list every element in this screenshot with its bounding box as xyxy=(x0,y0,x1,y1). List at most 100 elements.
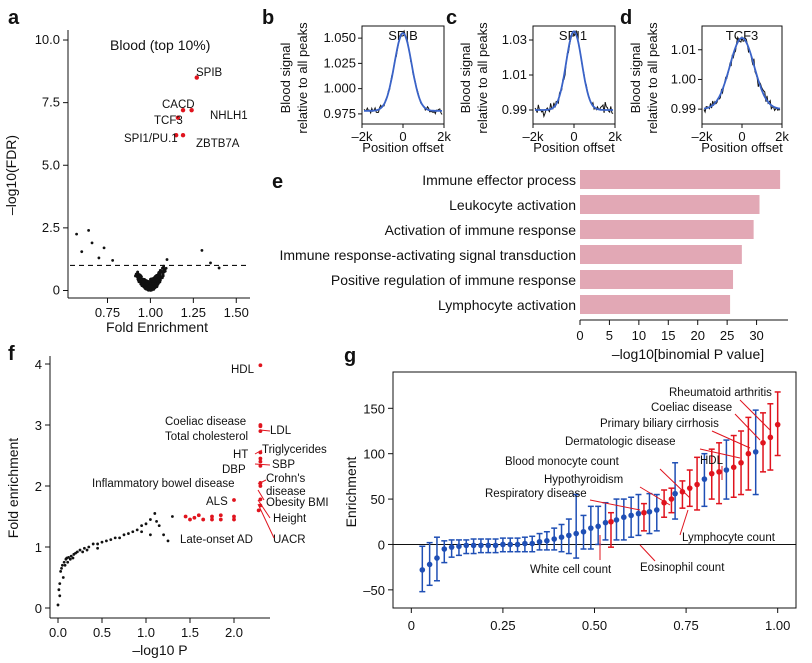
e-xtick-label: 5 xyxy=(606,328,613,343)
label-g-eos: Eosinophil count xyxy=(640,562,725,574)
e-xtick-label: 15 xyxy=(661,328,675,343)
label-f-crohns-2: disease xyxy=(266,486,306,498)
panel-a-x-ticks: 0.75 1.00 1.25 1.50 xyxy=(95,298,249,320)
g-point-47 xyxy=(752,449,759,455)
a-point xyxy=(144,286,148,290)
panel-b-x-label: Position offset xyxy=(362,140,444,155)
a-xtick-label: 1.00 xyxy=(138,305,163,320)
g-point-18 xyxy=(551,536,557,542)
a-point xyxy=(163,269,167,273)
panel-b-label: b xyxy=(262,7,274,29)
panel-c-y-ticks: 0.99 1.01 1.03 xyxy=(502,32,533,117)
f-highlight-lateonsetad xyxy=(192,515,197,520)
g-point-4 xyxy=(448,544,455,550)
a-point xyxy=(141,280,145,284)
panel-g-x-ticks: 0 0.25 0.50 0.75 1.00 xyxy=(408,608,790,633)
panel-d-title: TCF3 xyxy=(726,28,759,43)
f-highlight-coeliacdisease xyxy=(258,424,263,429)
f-ytick-label: 1 xyxy=(35,540,42,555)
e-xtick-label: 30 xyxy=(749,328,763,343)
f-leader xyxy=(259,429,271,432)
g-ytick-label: 100 xyxy=(363,447,385,462)
g-point-37 xyxy=(679,489,686,495)
g-point-16 xyxy=(536,538,543,545)
f-xtick-label: 1.0 xyxy=(137,625,155,640)
label-spi1: SPI1/PU.1 xyxy=(124,133,178,145)
label-f-ldl: LDL xyxy=(270,425,292,437)
g-point-24 xyxy=(595,523,601,530)
f-highlight-hdl xyxy=(258,363,263,368)
f-ytick-label: 0 xyxy=(35,601,42,616)
f-highlight-als xyxy=(232,498,236,502)
g-point-6 xyxy=(463,542,470,549)
panel-g-y-ticks: –50 0 50 100 150 xyxy=(363,401,393,598)
g-xtick-label: 0 xyxy=(408,618,415,633)
a-highlight-cacd xyxy=(180,107,186,113)
f-leader xyxy=(257,503,275,539)
panel-e-label: e xyxy=(272,171,283,193)
a-point xyxy=(160,276,164,279)
e-bar-0 xyxy=(580,170,781,189)
g-point-22 xyxy=(580,528,587,535)
label-f-total-chol: Total cholesterol xyxy=(165,431,248,443)
label-g-pbc: Primary biliary cirrhosis xyxy=(600,418,719,430)
f-point xyxy=(57,588,61,592)
d-xtick-label: 0 xyxy=(738,129,745,144)
f-point xyxy=(66,560,70,564)
label-f-uacr: UACR xyxy=(273,534,306,546)
a-point-outlier xyxy=(111,259,115,262)
f-leader xyxy=(257,489,265,501)
f-point xyxy=(96,542,99,546)
f-point xyxy=(56,603,60,607)
f-highlight-uacr xyxy=(256,508,261,513)
g-point-5 xyxy=(456,543,462,550)
a-point-outlier xyxy=(200,249,204,252)
e-bar-1 xyxy=(580,195,760,214)
a-point xyxy=(150,285,154,289)
c-ytick-label: 1.03 xyxy=(502,32,527,47)
label-zbtb7a: ZBTB7A xyxy=(196,138,240,150)
label-f-sbp: SBP xyxy=(272,459,295,471)
b-xtick-label: –2k xyxy=(352,129,373,144)
f-xtick-label: 0.5 xyxy=(93,625,111,640)
f-highlight-extra xyxy=(218,517,223,522)
f-point xyxy=(85,548,89,552)
f-highlight-extra xyxy=(210,514,214,519)
e-xtick-label: 25 xyxy=(720,328,734,343)
panel-d-y-label-1: Blood signal xyxy=(628,42,643,113)
a-point xyxy=(139,274,143,278)
f-point xyxy=(149,518,152,521)
panel-b-signal-smoothed xyxy=(364,32,442,112)
c-xtick-label: –2k xyxy=(523,129,544,144)
panel-g-y-label: Enrichment xyxy=(343,456,359,527)
label-f-obesity: Obesity BMI xyxy=(266,497,329,509)
d-ytick-label: 1.01 xyxy=(671,42,696,57)
g-point-1 xyxy=(426,561,433,568)
label-g-coeliac: Coeliac disease xyxy=(651,402,732,414)
a-point-outlier xyxy=(90,241,94,245)
d-xtick-label: 2k xyxy=(775,129,789,144)
a-highlight-zbtb7a xyxy=(180,132,186,138)
f-ytick-label: 4 xyxy=(35,357,42,372)
panel-f-annotations: HDL Coeliac disease LDL Total cholestero… xyxy=(92,364,329,546)
g-point-20 xyxy=(566,532,572,539)
f-highlight-extra xyxy=(188,517,192,522)
label-nhlh1: NHLH1 xyxy=(210,110,248,122)
panel-d-signal-raw xyxy=(703,35,781,114)
f-highlight-extra xyxy=(232,514,236,519)
d-ytick-label: 0.99 xyxy=(671,101,696,116)
label-g-hdl: HDL xyxy=(700,455,724,467)
e-xtick-label: 20 xyxy=(690,328,704,343)
a-ytick-label: 5.0 xyxy=(42,157,60,172)
a-point-outlier xyxy=(97,256,101,260)
panel-e: e Immune effector process Leukocyte activ… xyxy=(272,170,788,362)
f-ytick-label: 2 xyxy=(35,479,42,494)
g-point-11 xyxy=(500,541,506,548)
panel-a-y-ticks: 0 2.5 5.0 7.5 10.0 xyxy=(35,32,68,297)
d-ytick-label: 1.00 xyxy=(671,71,696,86)
g-ytick-label: 50 xyxy=(371,492,385,507)
f-point xyxy=(171,515,174,518)
e-category-0: Immune effector process xyxy=(422,172,576,188)
panel-f-x-label: –log10 P xyxy=(132,642,187,658)
f-point xyxy=(67,555,70,559)
